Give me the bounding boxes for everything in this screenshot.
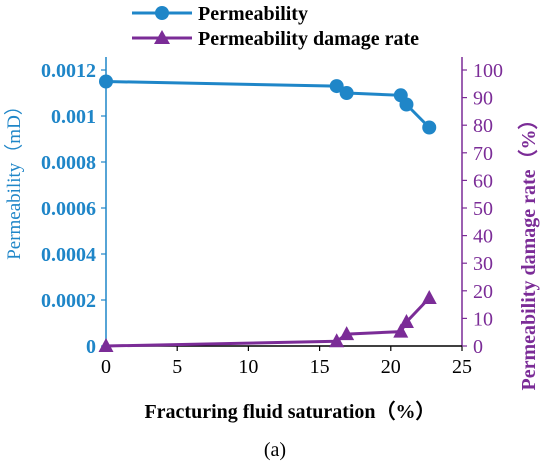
damage-rate-point (421, 289, 437, 304)
right-tick-label: 100 (473, 60, 503, 82)
permeability-point (422, 120, 437, 135)
right-axis-title: Permeability damage rate（%） (517, 109, 540, 390)
left-tick-label: 0.0006 (41, 198, 96, 220)
series-layer (98, 74, 437, 352)
x-tick-label: 5 (172, 356, 182, 378)
damage-rate-point (329, 333, 345, 348)
right-tick-label: 30 (473, 253, 493, 275)
permeability-point (339, 86, 354, 100)
legend-permeability-label: Permeability (198, 3, 308, 25)
permeability-point (399, 97, 414, 112)
permeability-point (329, 79, 344, 94)
right-tick-label: 70 (473, 143, 493, 165)
legend-permeability-marker (155, 6, 169, 20)
x-tick-label: 15 (310, 356, 330, 378)
right-axis-ticks: 0 10 20 30 40 50 60 70 80 90 100 (462, 60, 503, 358)
legend: Permeability Permeability damage rate (132, 3, 419, 50)
right-tick-label: 20 (473, 281, 493, 303)
left-axis-title: Permeability（mD） (3, 96, 25, 260)
right-tick-label: 80 (473, 115, 493, 137)
x-axis-title: Fracturing fluid saturation（%） (144, 400, 435, 423)
right-tick-label: 10 (473, 308, 493, 330)
x-tick-label: 0 (101, 356, 111, 378)
legend-damage-marker (154, 30, 170, 44)
right-tick-label: 90 (473, 88, 493, 110)
x-tick-label: 10 (238, 356, 258, 378)
left-tick-label: 0.0002 (41, 290, 96, 312)
damage-rate-point (393, 323, 409, 338)
damage-rate-point (339, 326, 355, 341)
left-tick-label: 0.0008 (41, 152, 96, 174)
x-tick-label: 20 (381, 356, 401, 378)
right-tick-label: 60 (473, 170, 493, 192)
damage-rate-point (398, 313, 414, 328)
legend-damage-label: Permeability damage rate (198, 28, 419, 50)
right-tick-label: 40 (473, 226, 493, 248)
permeability-series-line (105, 80, 431, 129)
x-tick-label: 25 (452, 356, 472, 378)
right-tick-label: 0 (473, 336, 483, 358)
right-tick-label: 50 (473, 198, 493, 220)
left-tick-label: 0 (86, 336, 96, 358)
damage-rate-series-line (105, 296, 431, 348)
left-tick-label: 0.0012 (41, 60, 96, 82)
damage-rate-point (98, 338, 114, 352)
figure-caption: (a) (264, 439, 286, 461)
permeability-point (99, 74, 113, 89)
left-tick-label: 0.0004 (41, 244, 96, 266)
left-axis-ticks: 0 0.0002 0.0004 0.0006 0.0008 0.001 0.0012 (41, 60, 106, 358)
x-axis-ticks: 0 5 10 15 20 25 (101, 346, 472, 378)
left-tick-label: 0.001 (51, 106, 96, 128)
